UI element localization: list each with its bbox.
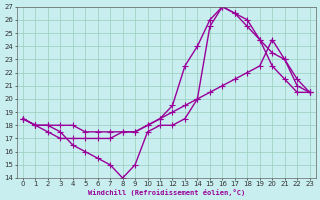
X-axis label: Windchill (Refroidissement éolien,°C): Windchill (Refroidissement éolien,°C) [88,189,245,196]
